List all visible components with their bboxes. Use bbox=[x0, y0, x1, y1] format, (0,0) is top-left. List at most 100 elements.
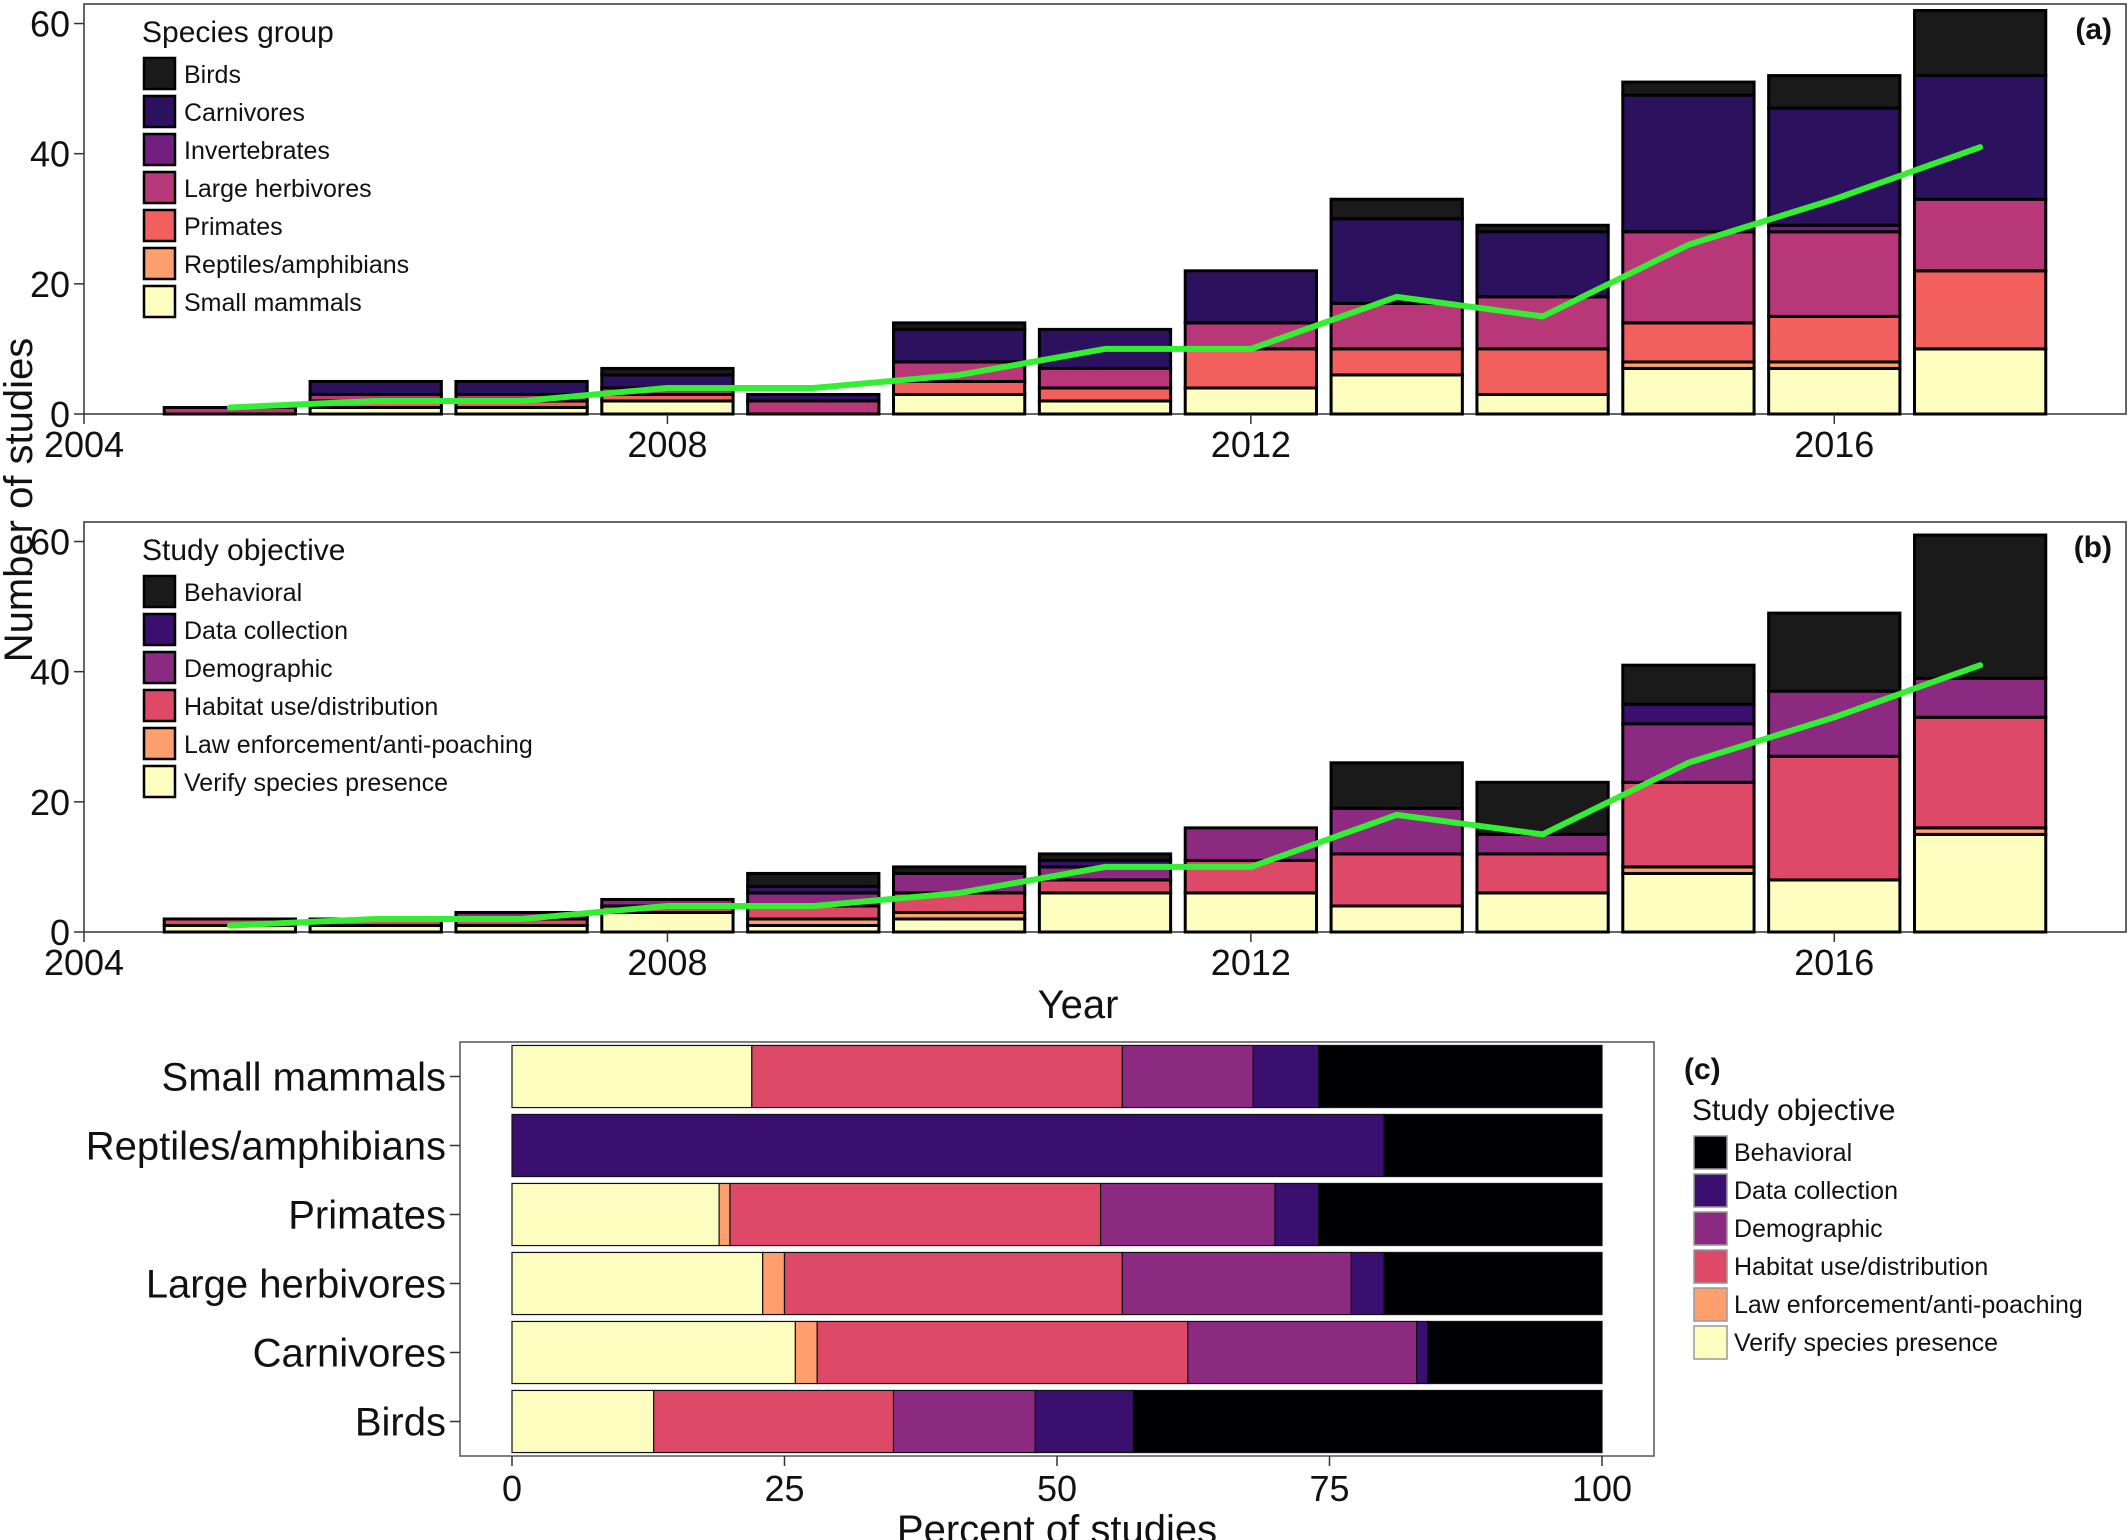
bar-segment-birds bbox=[1913, 9, 2048, 78]
x-tick-label: 2016 bbox=[1794, 942, 1874, 983]
legend-label-habitat-use-distribution: Habitat use/distribution bbox=[1734, 1253, 1988, 1281]
x-tick-label: 100 bbox=[1572, 1468, 1632, 1509]
legend-label-habitat-use-distribution: Habitat use/distribution bbox=[184, 693, 438, 721]
bar-segment-verify-species-presence bbox=[600, 910, 735, 934]
bar-segment-demographic bbox=[1621, 722, 1756, 784]
bar-segment-verify-species-presence bbox=[1037, 891, 1173, 934]
bar-segment-verify-species-presence bbox=[1767, 878, 1902, 934]
bar-segment-primates bbox=[892, 379, 1027, 396]
legend-swatch-carnivores bbox=[142, 94, 177, 129]
bar-segment-large-herbivores bbox=[1475, 295, 1610, 351]
y-tick-label: 20 bbox=[30, 782, 70, 823]
legend-label-demographic: Demographic bbox=[184, 655, 333, 683]
bar-segment-habitat-use-distribution bbox=[653, 1389, 895, 1454]
category-label-reptiles-amphibians: Reptiles/amphibians bbox=[86, 1125, 446, 1169]
legend-swatch-small-mammals bbox=[142, 284, 177, 319]
x-tick-label: 2012 bbox=[1211, 942, 1291, 983]
bar-segment-verify-species-presence bbox=[511, 1320, 796, 1385]
bar-segment-behavioral bbox=[1317, 1182, 1603, 1247]
y-tick-label: 60 bbox=[30, 522, 70, 563]
category-label-small-mammals: Small mammals bbox=[162, 1056, 446, 1100]
y-tick-label: 0 bbox=[50, 394, 70, 435]
legend-label-behavioral: Behavioral bbox=[1734, 1139, 1852, 1167]
legend-swatch-verify-species-presence bbox=[1693, 1325, 1728, 1360]
category-label-large-herbivores: Large herbivores bbox=[146, 1263, 446, 1307]
bar-segment-verify-species-presence bbox=[511, 1044, 753, 1109]
bar-segment-habitat-use-distribution bbox=[1475, 852, 1610, 895]
bar-segment-primates bbox=[1767, 314, 1902, 364]
bar-segment-demographic bbox=[1183, 826, 1318, 862]
legend-title: Species group bbox=[142, 16, 334, 49]
bar-segment-behavioral bbox=[1383, 1251, 1603, 1316]
panel-c: Small mammals Reptiles/amphibians Primates… bbox=[86, 1041, 2083, 1540]
bar-segment-primates bbox=[1329, 347, 1464, 377]
bar-segment-small-mammals bbox=[1913, 347, 2048, 416]
trend-line bbox=[226, 662, 1984, 929]
legend-label-demographic: Demographic bbox=[1734, 1215, 1883, 1243]
bar-segment-law-enforcement-anti-poaching bbox=[762, 1251, 786, 1316]
legend-label-verify-species-presence: Verify species presence bbox=[1734, 1329, 1998, 1357]
bar-segment-primates bbox=[1037, 386, 1173, 403]
bar-segment-primates bbox=[1621, 321, 1756, 364]
bar-segment-law-enforcement-anti-poaching bbox=[718, 1182, 731, 1247]
bar-segment-habitat-use-distribution bbox=[783, 1251, 1123, 1316]
bar-segment-verify-species-presence bbox=[1475, 891, 1610, 934]
legend-label-small-mammals: Small mammals bbox=[184, 289, 362, 317]
bar-segment-behavioral bbox=[1037, 852, 1173, 862]
bar-segment-habitat-use-distribution bbox=[1037, 878, 1173, 895]
y-tick-label: 60 bbox=[30, 4, 70, 45]
bar-segment-small-mammals bbox=[600, 399, 735, 416]
legend-label-primates: Primates bbox=[184, 213, 283, 241]
bar-segment-small-mammals bbox=[1475, 392, 1610, 416]
bar-segment-data-collection bbox=[1274, 1182, 1320, 1247]
bar-segment-primates bbox=[1913, 269, 2048, 351]
bar-segment-data-collection bbox=[1252, 1044, 1320, 1109]
x-axis-label: Percent of studies bbox=[897, 1508, 1217, 1540]
x-tick-label: 75 bbox=[1309, 1468, 1349, 1509]
y-tick-label: 20 bbox=[30, 264, 70, 305]
bar-segment-carnivores bbox=[1621, 93, 1756, 234]
bar-segment-carnivores bbox=[746, 392, 881, 403]
bar-segment-large-herbivores bbox=[746, 399, 881, 416]
bar-segment-verify-species-presence bbox=[1913, 832, 2048, 934]
legend-swatch-birds bbox=[142, 56, 177, 91]
panel-b: 2004 2008 2012 2016 0 20 40 60 (b) Study objectiv… bbox=[30, 521, 2127, 983]
bar-segment-verify-species-presence bbox=[1329, 904, 1464, 934]
legend-swatch-behavioral bbox=[142, 574, 177, 609]
bar-segment-small-mammals bbox=[1767, 366, 1902, 416]
bar-segment-behavioral bbox=[892, 865, 1027, 875]
legend-swatch-habitat-use-distribution bbox=[1693, 1249, 1728, 1284]
bar-segment-behavioral bbox=[1329, 761, 1464, 810]
legend-swatch-primates bbox=[142, 208, 177, 243]
bar-segment-verify-species-presence bbox=[1621, 871, 1756, 934]
y-tick-label: 40 bbox=[30, 652, 70, 693]
bar-segment-data-collection bbox=[1350, 1251, 1385, 1316]
bar-segment-birds bbox=[1767, 74, 1902, 110]
legend-swatch-demographic bbox=[1693, 1211, 1728, 1246]
bar-segment-demographic bbox=[1187, 1320, 1418, 1385]
legend-swatch-invertebrates bbox=[142, 132, 177, 167]
bar-segment-habitat-use-distribution bbox=[751, 1044, 1123, 1109]
bar-segment-behavioral bbox=[1317, 1044, 1603, 1109]
legend-label-behavioral: Behavioral bbox=[184, 579, 302, 607]
legend-label-invertebrates: Invertebrates bbox=[184, 137, 330, 165]
x-tick-label: 50 bbox=[1037, 1468, 1077, 1509]
legend-swatch-reptiles-amphibians bbox=[142, 246, 177, 281]
legend-swatch-behavioral bbox=[1693, 1135, 1728, 1170]
bar-segment-demographic bbox=[1099, 1182, 1276, 1247]
bar-segment-primates bbox=[1475, 347, 1610, 396]
legend-label-reptiles-amphibians: Reptiles/amphibians bbox=[184, 251, 409, 279]
bar-segment-verify-species-presence bbox=[511, 1182, 720, 1247]
legend-label-law-enforcement-anti-poaching: Law enforcement/anti-poaching bbox=[1734, 1291, 2083, 1319]
bar-segment-demographic bbox=[1121, 1044, 1254, 1109]
category-label-primates: Primates bbox=[288, 1194, 446, 1238]
panel-a: 2004 2008 2012 2016 0 20 40 60 (a) Species group B… bbox=[30, 3, 2127, 465]
bar-segment-verify-species-presence bbox=[511, 1389, 655, 1454]
bar-segment-small-mammals bbox=[1329, 373, 1464, 416]
bar-segment-behavioral bbox=[1621, 663, 1756, 706]
bar-segment-behavioral bbox=[1913, 533, 2048, 680]
legend-label-carnivores: Carnivores bbox=[184, 99, 305, 127]
bar-segment-small-mammals bbox=[1037, 399, 1173, 416]
bar-segment-large-herbivores bbox=[1183, 321, 1318, 351]
